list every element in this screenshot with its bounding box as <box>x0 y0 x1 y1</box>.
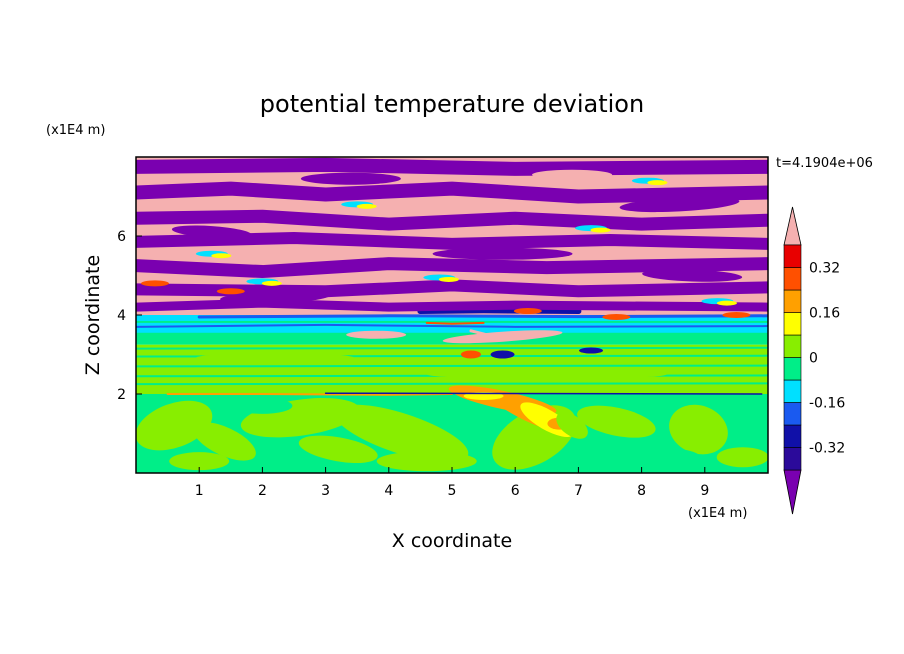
field-blob <box>195 352 356 365</box>
colorbar-swatch <box>783 379 802 403</box>
field-blob <box>442 330 563 344</box>
colorbar-swatch <box>783 244 802 268</box>
colorbar: 0.32 0.16 0 -0.16 -0.32 <box>783 206 845 515</box>
chart-title: potential temperature deviation <box>260 90 644 118</box>
colorbar-swatch <box>783 289 802 313</box>
field-streak <box>136 382 768 386</box>
field-blob <box>642 269 743 282</box>
colorbar-over-triangle <box>783 206 802 246</box>
field-band <box>136 344 768 394</box>
contour-field <box>136 157 768 473</box>
field-streak <box>136 209 768 231</box>
field-blob <box>376 451 477 472</box>
field-blob <box>136 400 213 451</box>
colorbar-swatch <box>783 312 802 336</box>
field-blob <box>647 180 668 186</box>
field-blob <box>216 288 245 295</box>
y-axis-label: Z coordinate <box>82 255 104 375</box>
field-band <box>136 322 768 333</box>
time-label: t=4.1904e+06 <box>776 156 873 171</box>
colorbar-swatch <box>783 334 802 358</box>
colorbar-swatch <box>783 402 802 426</box>
field-blob <box>261 280 282 286</box>
colorbar-swatch <box>783 424 802 448</box>
colorbar-tick-label: -0.32 <box>809 441 845 457</box>
field-blob <box>556 412 588 439</box>
x-unit-label: (x1E4 m) <box>688 506 747 521</box>
field-streak <box>324 392 763 395</box>
y-axis: 2 4 6 <box>117 229 142 403</box>
x-tick-label: 8 <box>637 483 646 499</box>
field-blob <box>193 422 256 461</box>
x-axis: 1 2 3 4 5 6 7 8 9 <box>195 467 709 499</box>
field-blob <box>513 308 542 315</box>
field-streak <box>136 323 768 328</box>
field-blob <box>356 203 377 209</box>
field-streak <box>136 346 768 350</box>
field-streak <box>136 231 768 250</box>
field-blob <box>346 330 407 339</box>
field-streak <box>417 307 582 315</box>
field-blob <box>140 280 169 287</box>
field-streak <box>136 257 768 279</box>
field-streak <box>425 321 485 325</box>
colorbar-swatch <box>783 447 802 471</box>
x-axis-label: X coordinate <box>392 530 512 552</box>
field-blob <box>722 312 751 318</box>
field-blob <box>334 404 469 463</box>
y-unit-label: (x1E4 m) <box>46 123 105 138</box>
field-blob <box>426 369 667 380</box>
colorbar-swatch <box>783 357 802 381</box>
field-streak <box>136 181 768 204</box>
field-streak <box>197 314 768 319</box>
colorbar-tick-label: 0.16 <box>809 306 840 322</box>
field-blob <box>220 290 331 304</box>
colorbar-swatch <box>783 267 802 291</box>
x-tick-label: 7 <box>574 483 583 499</box>
field-blob <box>490 350 515 359</box>
field-blob <box>608 447 701 468</box>
field-blob <box>300 172 401 185</box>
field-blob <box>171 225 252 239</box>
colorbar-under-triangle <box>783 469 802 515</box>
field-blob <box>577 405 656 438</box>
field-blob <box>532 169 613 180</box>
field-streak <box>166 393 453 396</box>
colorbar-tick-label: 0.32 <box>809 261 840 277</box>
field-blob <box>460 350 481 359</box>
field-blob <box>211 253 232 259</box>
x-tick-label: 1 <box>195 483 204 499</box>
field-blob <box>232 397 293 414</box>
x-tick-label: 4 <box>384 483 393 499</box>
field-blob <box>438 276 459 282</box>
field-blob <box>716 300 737 306</box>
field-blob <box>298 435 378 464</box>
x-tick-label: 2 <box>258 483 267 499</box>
field-blob <box>619 196 740 213</box>
field-blob <box>169 452 230 471</box>
x-tick-label: 9 <box>700 483 709 499</box>
field-streak <box>136 364 768 368</box>
colorbar-tick-label: -0.16 <box>809 396 845 412</box>
y-tick-label: 6 <box>117 229 126 245</box>
y-tick-label: 4 <box>117 308 126 324</box>
y-tick-label: 2 <box>117 387 126 403</box>
field-blob <box>432 247 573 260</box>
field-blob <box>579 347 604 354</box>
field-streak <box>136 298 768 312</box>
field-blob <box>590 227 611 233</box>
field-streak <box>136 279 768 298</box>
field-streak <box>136 157 768 176</box>
field-blob <box>669 404 728 455</box>
field-blob <box>716 447 768 468</box>
colorbar-tick-label: 0 <box>809 351 818 367</box>
x-tick-label: 3 <box>321 483 330 499</box>
field-blob <box>376 201 477 212</box>
field-blob <box>602 313 631 320</box>
x-tick-label: 6 <box>511 483 520 499</box>
x-tick-label: 5 <box>448 483 457 499</box>
field-band <box>136 315 768 321</box>
